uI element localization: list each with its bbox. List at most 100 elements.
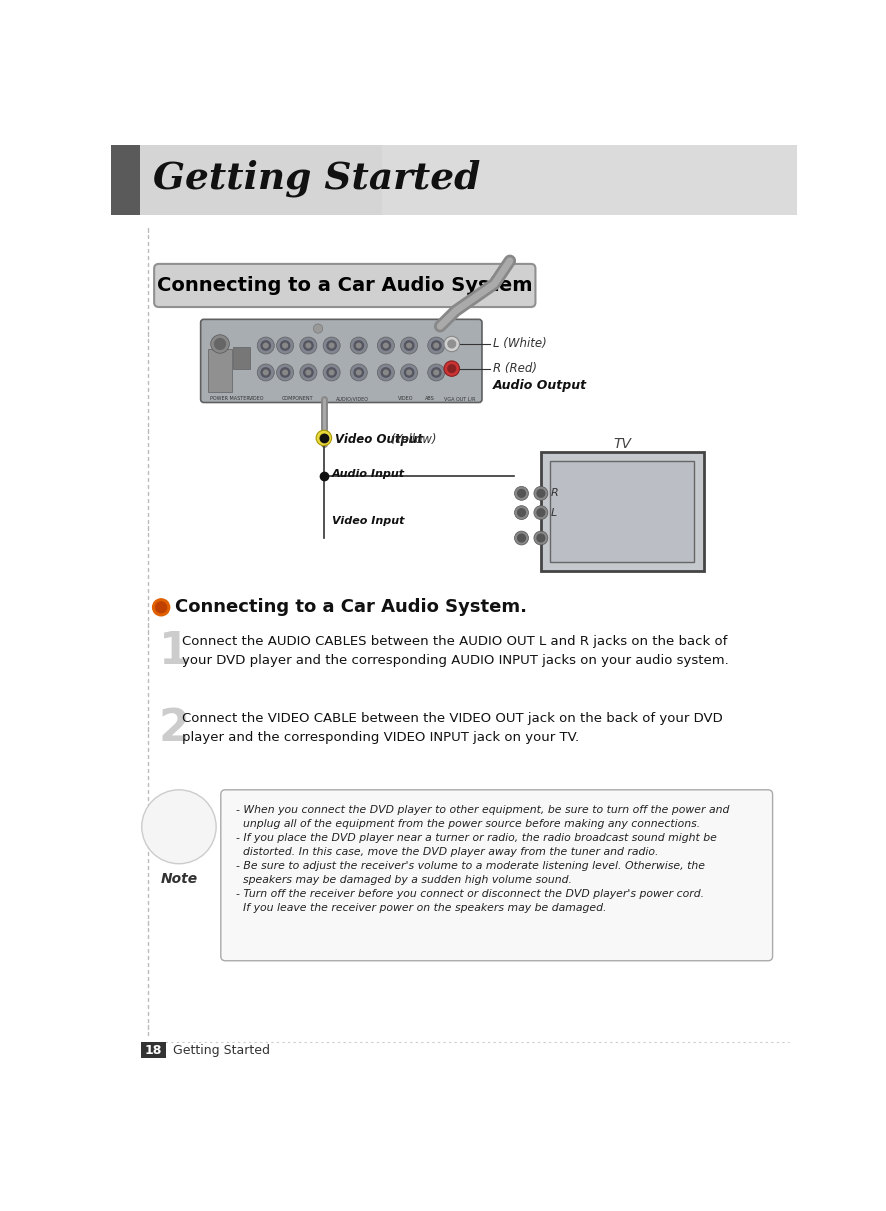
Circle shape [384, 343, 388, 348]
Circle shape [354, 342, 363, 350]
Text: Connecting to a Car Audio System: Connecting to a Car Audio System [157, 276, 532, 295]
Circle shape [152, 599, 169, 615]
Text: Connect the AUDIO CABLES between the AUDIO OUT L and R jacks on the back of
your: Connect the AUDIO CABLES between the AUD… [182, 635, 729, 667]
Circle shape [534, 506, 548, 520]
Circle shape [323, 365, 340, 381]
Circle shape [299, 337, 317, 354]
Circle shape [350, 365, 368, 381]
Circle shape [283, 371, 287, 374]
Circle shape [327, 342, 337, 350]
Circle shape [316, 430, 331, 446]
Circle shape [431, 342, 441, 350]
Circle shape [444, 361, 460, 377]
Circle shape [304, 368, 313, 377]
Circle shape [384, 371, 388, 374]
Text: VIDEO: VIDEO [249, 396, 264, 401]
Circle shape [142, 790, 216, 863]
Text: ABS: ABS [424, 396, 434, 401]
Bar [111, 145, 140, 218]
Bar [208, 349, 231, 391]
Bar [540, 452, 703, 572]
Text: Note: Note [160, 872, 198, 886]
Circle shape [515, 487, 528, 500]
Circle shape [276, 337, 293, 354]
Circle shape [515, 532, 528, 545]
Circle shape [356, 371, 361, 374]
Bar [550, 461, 695, 562]
Text: POWER MASTER: POWER MASTER [210, 396, 250, 401]
Circle shape [330, 343, 334, 348]
Circle shape [214, 339, 225, 349]
Circle shape [257, 337, 275, 354]
Circle shape [299, 365, 317, 381]
FancyBboxPatch shape [200, 320, 482, 402]
Circle shape [156, 602, 167, 613]
Circle shape [434, 343, 439, 348]
FancyBboxPatch shape [141, 1043, 166, 1057]
Circle shape [281, 342, 290, 350]
Text: 2: 2 [159, 707, 190, 751]
Text: Audio Input: Audio Input [331, 469, 405, 478]
FancyBboxPatch shape [154, 264, 535, 308]
Text: Audio Output: Audio Output [493, 379, 587, 392]
Circle shape [428, 365, 445, 381]
Circle shape [356, 343, 361, 348]
Text: 18: 18 [144, 1044, 162, 1056]
Circle shape [434, 371, 439, 374]
Circle shape [381, 368, 391, 377]
Text: Connecting to a Car Audio System.: Connecting to a Car Audio System. [175, 598, 527, 616]
Text: COMPONENT: COMPONENT [281, 396, 313, 401]
Text: Getting Started: Getting Started [153, 160, 481, 197]
Circle shape [283, 343, 287, 348]
Circle shape [263, 343, 268, 348]
Circle shape [314, 325, 323, 333]
Circle shape [377, 337, 394, 354]
Circle shape [534, 532, 548, 545]
Circle shape [405, 342, 414, 350]
Circle shape [448, 340, 455, 348]
Circle shape [517, 489, 525, 498]
Circle shape [261, 342, 270, 350]
Circle shape [377, 365, 394, 381]
FancyBboxPatch shape [221, 790, 773, 960]
Circle shape [407, 371, 411, 374]
Text: Video Input: Video Input [331, 516, 404, 527]
Text: 1: 1 [159, 631, 190, 673]
Circle shape [537, 509, 545, 516]
Circle shape [257, 365, 275, 381]
Bar [140, 145, 797, 218]
Text: R: R [551, 488, 559, 499]
Text: Video Output: Video Output [335, 434, 423, 446]
Circle shape [323, 337, 340, 354]
Circle shape [515, 506, 528, 520]
Text: Getting Started: Getting Started [173, 1044, 269, 1056]
Bar [111, 216, 797, 218]
Text: VGA OUT L/R: VGA OUT L/R [444, 396, 476, 401]
Circle shape [537, 534, 545, 541]
Circle shape [405, 368, 414, 377]
Text: TV: TV [613, 437, 631, 450]
Text: L: L [551, 507, 557, 517]
Circle shape [537, 489, 545, 498]
Circle shape [517, 534, 525, 541]
Circle shape [354, 368, 363, 377]
Circle shape [276, 365, 293, 381]
Circle shape [448, 365, 455, 373]
Text: AUDIO/VIDEO: AUDIO/VIDEO [336, 396, 369, 401]
Circle shape [407, 343, 411, 348]
Circle shape [306, 371, 311, 374]
Circle shape [306, 343, 311, 348]
Text: L (White): L (White) [493, 338, 547, 350]
Text: VIDEO: VIDEO [398, 396, 413, 401]
Circle shape [327, 368, 337, 377]
Circle shape [281, 368, 290, 377]
Circle shape [261, 368, 270, 377]
Text: Connect the VIDEO CABLE between the VIDEO OUT jack on the back of your DVD
playe: Connect the VIDEO CABLE between the VIDE… [182, 712, 723, 744]
Circle shape [431, 368, 441, 377]
Circle shape [211, 334, 229, 354]
Circle shape [381, 342, 391, 350]
Circle shape [263, 371, 268, 374]
Bar [233, 348, 250, 368]
Text: R (Red): R (Red) [493, 362, 537, 375]
Circle shape [400, 365, 417, 381]
